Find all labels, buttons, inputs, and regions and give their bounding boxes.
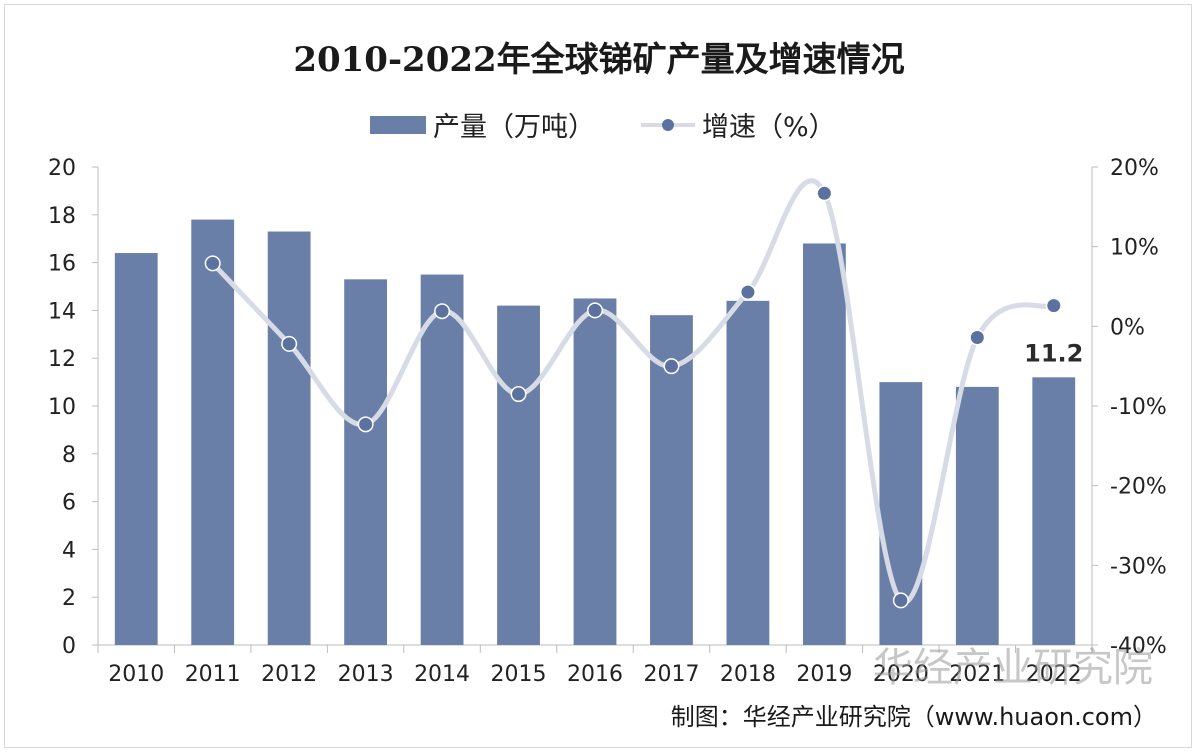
right-tick-label: -30%	[1110, 554, 1167, 579]
growth-line	[210, 178, 1055, 605]
x-tick-label: 2021	[949, 662, 1005, 687]
x-tick-label: 2014	[414, 662, 470, 687]
growth-marker	[435, 304, 449, 318]
x-tick-label: 2020	[873, 662, 929, 687]
growth-marker	[359, 417, 373, 431]
x-tick-label: 2013	[338, 662, 394, 687]
bar-production	[1032, 377, 1076, 645]
chart-svg: 2010-2022年全球锑矿产量及增速情况 产量（万吨） 增速（%） 0 2 4 6 8…	[48, 40, 1167, 731]
growth-marker	[894, 593, 908, 607]
growth-marker	[588, 303, 602, 317]
legend-marker-growth	[662, 119, 674, 131]
x-tick-label: 2017	[643, 662, 699, 687]
growth-marker	[282, 337, 296, 351]
right-tick-label: 0%	[1110, 315, 1145, 340]
legend-swatch-production	[370, 116, 426, 134]
bar-production	[344, 279, 388, 645]
growth-marker	[664, 359, 678, 373]
left-tick-label: 16	[48, 252, 76, 277]
legend-label-growth: 增速（%）	[702, 112, 836, 143]
bars-group	[114, 219, 1076, 646]
left-tick-label: 20	[48, 156, 76, 181]
bar-production	[191, 219, 235, 645]
x-tick-label: 2011	[185, 662, 241, 687]
left-tick-label: 6	[62, 491, 76, 516]
bar-production	[497, 305, 540, 645]
growth-marker	[741, 285, 755, 299]
x-tick-label: 2010	[108, 662, 164, 687]
bar-production	[726, 300, 770, 645]
growth-marker	[1047, 299, 1061, 313]
right-tick-label: 10%	[1110, 236, 1159, 261]
right-tick-label: -10%	[1110, 395, 1167, 420]
growth-marker	[817, 186, 831, 200]
left-tick-label: 2	[62, 586, 76, 611]
chart-title: 2010-2022年全球锑矿产量及增速情况	[293, 40, 904, 80]
left-tick-label: 4	[62, 538, 76, 563]
right-tick-label: -20%	[1110, 475, 1167, 500]
right-tick-label: 20%	[1110, 156, 1159, 181]
x-tick-label: 2015	[491, 662, 547, 687]
source-note: 制图：华经产业研究院（www.huaon.com）	[671, 703, 1157, 731]
data-label: 11.2	[1024, 339, 1083, 367]
watermark: 华经产业研究院	[873, 645, 1153, 691]
x-tick-label: 2018	[720, 662, 776, 687]
left-tick-label: 0	[62, 634, 76, 659]
bar-production	[955, 386, 999, 645]
bar-production	[267, 231, 311, 645]
left-tick-label: 18	[48, 204, 76, 229]
bar-production	[114, 253, 158, 646]
left-tick-label: 14	[48, 299, 76, 324]
left-tick-label: 8	[62, 443, 76, 468]
growth-marker	[512, 387, 526, 401]
left-tick-label: 10	[48, 395, 76, 420]
data-labels-group: 11.2	[1024, 339, 1083, 367]
growth-line-group	[204, 178, 1062, 609]
bar-production	[420, 274, 464, 645]
right-tick-label: -40%	[1110, 634, 1167, 659]
legend: 产量（万吨） 增速（%）	[370, 112, 836, 143]
growth-marker	[206, 256, 220, 270]
x-tick-label: 2022	[1026, 662, 1082, 687]
left-tick-label: 12	[48, 347, 76, 372]
x-tick-label: 2019	[796, 662, 852, 687]
bar-production	[573, 298, 617, 645]
axes: 0 2 4 6 8 10 12 14 16 18 20 -40% -30% -20% -10% 0% 10% 20…	[48, 156, 1167, 687]
chart-frame: 2010-2022年全球锑矿产量及增速情况 产量（万吨） 增速（%） 0 2 4 6 8…	[4, 4, 1192, 748]
legend-label-production: 产量（万吨）	[433, 112, 595, 143]
bar-production	[802, 243, 846, 646]
x-tick-label: 2016	[567, 662, 623, 687]
growth-marker	[970, 330, 984, 344]
x-tick-label: 2012	[261, 662, 317, 687]
